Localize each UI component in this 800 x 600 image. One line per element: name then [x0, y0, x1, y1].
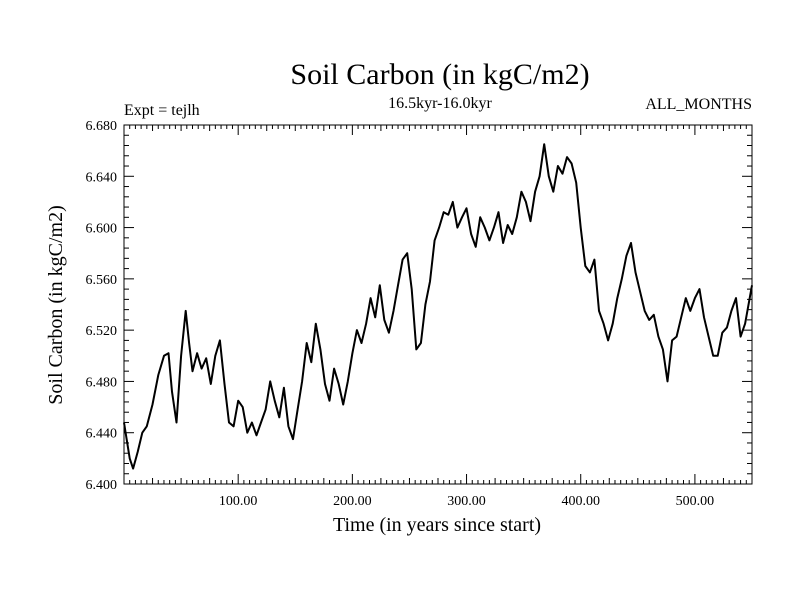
y-tick-label: 6.400 — [86, 478, 118, 493]
y-axis-label: Soil Carbon (in kgC/m2) — [45, 205, 67, 404]
y-tick-label: 6.520 — [86, 324, 118, 339]
chart-subtitle: 16.5kyr-16.0kyr — [388, 95, 492, 112]
y-tick-label: 6.600 — [86, 222, 118, 237]
ticks: 100.00 200.00 300.00 400.00 500.00 6.400 6.440… — [86, 119, 753, 509]
axes — [123, 124, 753, 485]
y-tick-label: 6.640 — [86, 170, 118, 185]
y-tick-label: 6.440 — [86, 427, 118, 442]
x-tick-label: 200.00 — [333, 494, 372, 509]
x-tick-label: 500.00 — [676, 494, 715, 509]
x-tick-label: 100.00 — [219, 494, 258, 509]
months-label: ALL_MONTHS — [645, 96, 752, 113]
x-tick-label: 300.00 — [447, 494, 486, 509]
x-axis-label: Time (in years since start) — [333, 514, 541, 536]
y-tick-label: 6.480 — [86, 375, 118, 390]
chart-title: Soil Carbon (in kgC/m2) — [290, 58, 589, 91]
series-line — [123, 143, 753, 470]
x-tick-label: 400.00 — [561, 494, 600, 509]
series-group — [123, 143, 753, 470]
y-tick-label: 6.680 — [86, 119, 118, 134]
plot-frame — [123, 124, 753, 485]
y-tick-label: 6.560 — [86, 273, 118, 288]
experiment-label: Expt = tejlh — [124, 102, 200, 119]
